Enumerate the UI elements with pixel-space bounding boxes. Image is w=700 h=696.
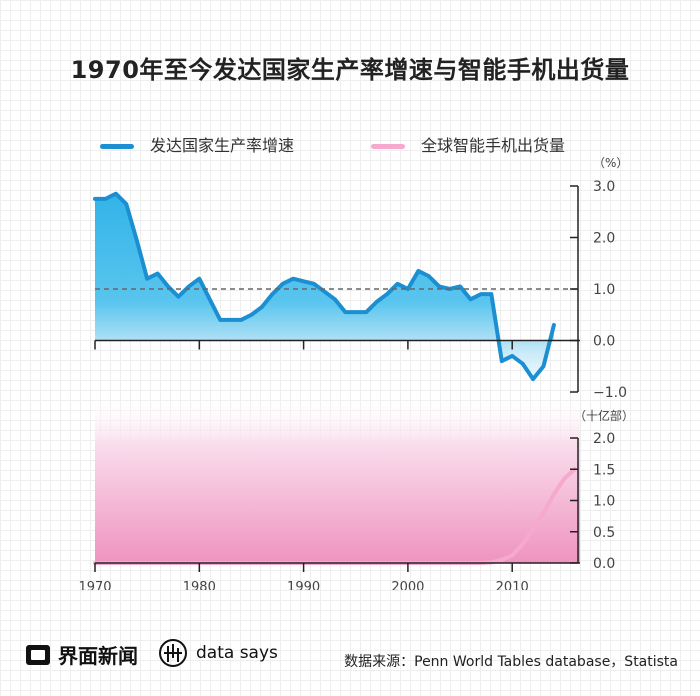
upper-y-tick-label: 1.0 [593, 282, 615, 298]
smartphone-area-fill [95, 395, 580, 563]
legend-swatch-productivity [100, 144, 134, 149]
legend-item-productivity: 发达国家生产率增速 [100, 132, 294, 156]
upper-y-tick-label: −1.0 [593, 385, 627, 401]
productivity-area-layer [93, 191, 556, 382]
upper-y-tick-label: 0.0 [593, 334, 615, 350]
lower-y-tick-label: 2.0 [593, 431, 615, 447]
upper-y-tick-label: 2.0 [593, 231, 615, 247]
upper-unit-label: （%） [593, 156, 628, 170]
x-tick-label-2000: 2000 [391, 580, 424, 590]
legend-label-productivity: 发达国家生产率增速 [150, 136, 295, 155]
data-says-text: data says [196, 643, 278, 663]
x-tick-label-2010: 2010 [496, 580, 529, 590]
jiemian-logo-icon [26, 644, 50, 665]
lower-y-tick-label: 1.5 [593, 462, 615, 478]
productivity-area-fill [95, 193, 554, 380]
legend-swatch-smartphones [371, 144, 405, 149]
source-note: 数据来源：Penn World Tables database，Statista [344, 654, 678, 670]
jiemian-logo: 界面新闻 [26, 640, 138, 669]
x-tick-label-1990: 1990 [287, 580, 320, 590]
lower-y-tick-label: 1.0 [593, 494, 615, 510]
upper-y-tick-label: 3.0 [593, 179, 615, 195]
smartphone-area-layer [93, 395, 580, 565]
x-tick-label-1980: 1980 [183, 580, 216, 590]
data-says-logo: data says [158, 638, 278, 668]
jiemian-logo-text: 界面新闻 [58, 644, 138, 668]
x-tick-label-1970: 1970 [78, 580, 111, 590]
axes-layer: 1970 1980 1990 2000 2010 3.0 2.0 1.0 0.0 −1.0 （%） 2… [78, 156, 634, 590]
legend-label-smartphones: 全球智能手机出货量 [421, 136, 566, 155]
lower-y-tick-label: 0.5 [593, 525, 615, 541]
data-says-icon [159, 639, 187, 667]
lower-y-tick-label: 0.0 [593, 556, 615, 572]
chart-title: 1970年至今发达国家生产率增速与智能手机出货量 [70, 56, 630, 84]
lower-unit-label: （十亿部） [574, 408, 634, 423]
legend-item-smartphones: 全球智能手机出货量 [371, 132, 565, 156]
dual-area-chart: 1970 1980 1990 2000 2010 3.0 2.0 1.0 0.0 −1.0 （%） 2… [78, 156, 634, 590]
